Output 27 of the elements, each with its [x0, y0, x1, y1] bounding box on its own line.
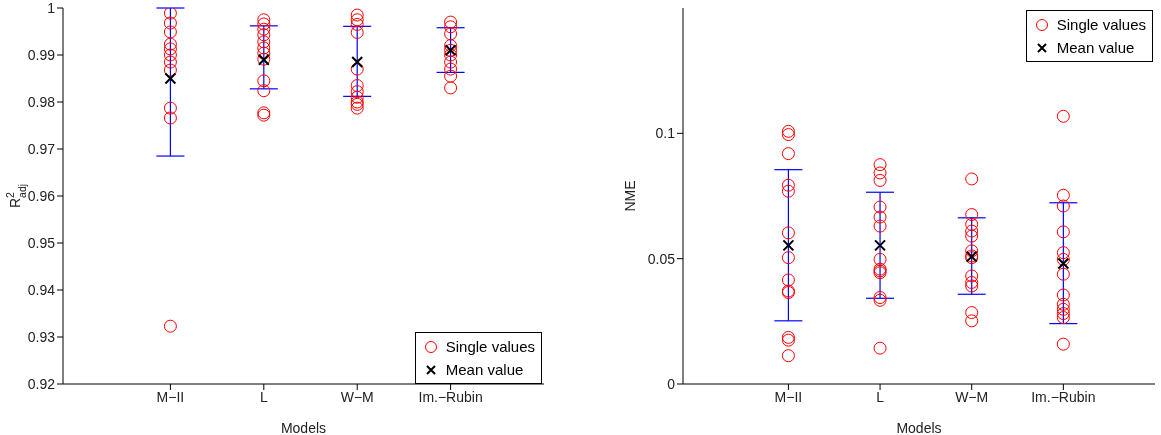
y-tick-label: 1	[47, 0, 56, 16]
x-tick-label: M−II	[774, 388, 803, 405]
x-axis-title: Models	[896, 420, 942, 435]
x-tick-label: Im.−Rubin	[418, 388, 483, 405]
y-axis-title: NME	[622, 180, 638, 212]
y-tick-label: 0.99	[27, 46, 56, 63]
y-tick-label: 0.1	[655, 125, 676, 142]
x-tick-label: L	[259, 388, 268, 405]
y-tick-label: 0.95	[27, 234, 56, 251]
x-axis-title: Models	[280, 420, 327, 435]
y-tick-label: 0.97	[27, 140, 56, 157]
y-tick-label: 0	[667, 375, 676, 392]
legend-label: Mean value	[1056, 38, 1135, 58]
legend-label: Single values	[1056, 15, 1146, 35]
x-tick-label: W−M	[340, 388, 374, 405]
x-tick-label: M−II	[156, 388, 185, 405]
y-tick-label: 0.96	[27, 187, 56, 204]
x-tick-label: W−M	[955, 388, 989, 405]
x-tick-label: L	[876, 388, 885, 405]
y-tick-label: 0.93	[27, 328, 56, 345]
y-tick-label: 0.92	[27, 375, 56, 392]
y-tick-label: 0.05	[647, 250, 676, 267]
x-tick-label: Im.−Rubin	[1031, 388, 1096, 405]
legend-label: Mean value	[445, 360, 524, 380]
legend-label: Single values	[445, 337, 535, 357]
y-tick-label: 0.94	[27, 281, 56, 298]
y-tick-label: 0.98	[27, 93, 56, 110]
